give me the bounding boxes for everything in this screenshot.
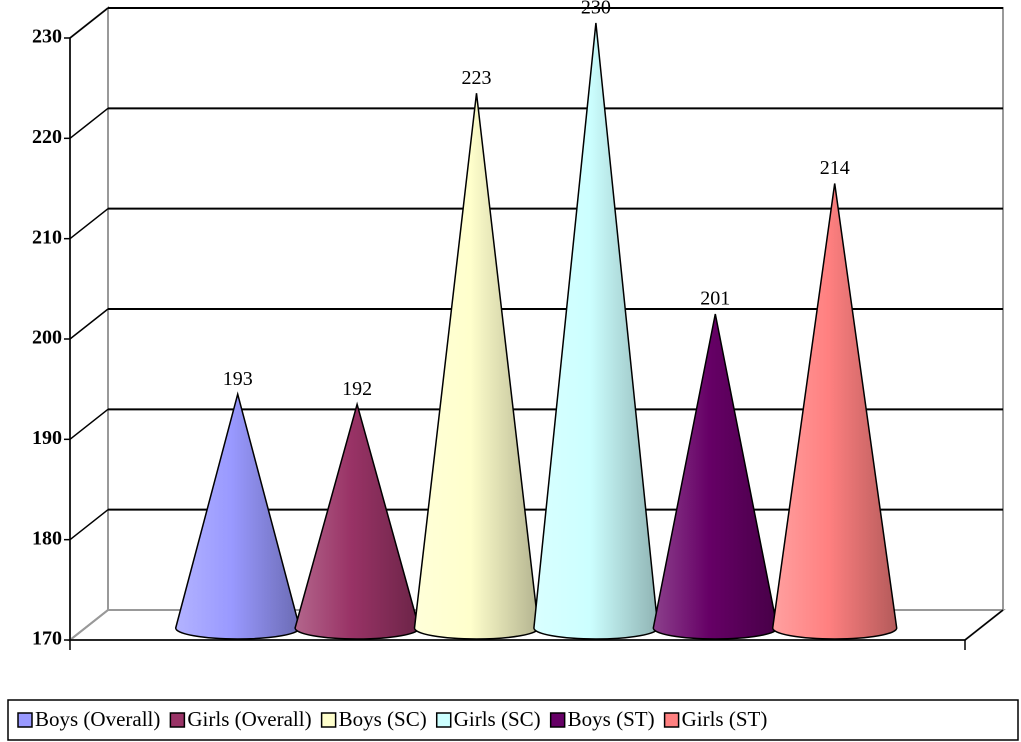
legend-label: Girls (ST) bbox=[682, 707, 768, 731]
grid-line bbox=[69, 107, 109, 139]
cone bbox=[652, 313, 779, 640]
cone bbox=[413, 93, 540, 640]
value-label: 201 bbox=[700, 288, 730, 310]
legend-swatch bbox=[549, 712, 566, 728]
legend-label: Girls (SC) bbox=[454, 707, 541, 731]
grid-line bbox=[69, 208, 109, 240]
cone bbox=[294, 401, 420, 640]
legend-swatch bbox=[17, 712, 33, 728]
legend-swatch bbox=[663, 712, 680, 728]
legend-label: Girls (Overall) bbox=[187, 707, 311, 731]
floor-edge bbox=[964, 609, 1004, 641]
grid-line bbox=[69, 509, 109, 541]
legend-swatch bbox=[320, 712, 337, 728]
value-label: 192 bbox=[342, 378, 372, 400]
x-axis bbox=[69, 639, 966, 650]
cone bbox=[174, 391, 301, 640]
legend-swatch bbox=[169, 712, 186, 728]
y-tick-label: 200 bbox=[32, 327, 62, 349]
y-tick-label: 230 bbox=[32, 26, 62, 48]
value-label: 214 bbox=[820, 157, 850, 179]
legend-swatch bbox=[435, 712, 452, 728]
value-label: 230 bbox=[581, 0, 611, 19]
cone bbox=[533, 22, 659, 640]
cone bbox=[771, 183, 898, 640]
y-tick-label: 210 bbox=[32, 226, 62, 248]
grid-line bbox=[69, 7, 109, 39]
y-tick-label: 190 bbox=[32, 427, 62, 449]
legend-label: Boys (SC) bbox=[339, 707, 427, 731]
y-tick-label: 170 bbox=[32, 628, 62, 650]
grid-line bbox=[69, 408, 109, 440]
value-label: 193 bbox=[223, 368, 253, 390]
grid-line bbox=[69, 308, 109, 340]
y-tick-label: 180 bbox=[32, 527, 62, 549]
y-tick-label: 220 bbox=[32, 126, 62, 148]
legend-label: Boys (Overall) bbox=[35, 707, 160, 731]
value-label: 223 bbox=[462, 67, 492, 89]
legend-label: Boys (ST) bbox=[568, 707, 655, 731]
